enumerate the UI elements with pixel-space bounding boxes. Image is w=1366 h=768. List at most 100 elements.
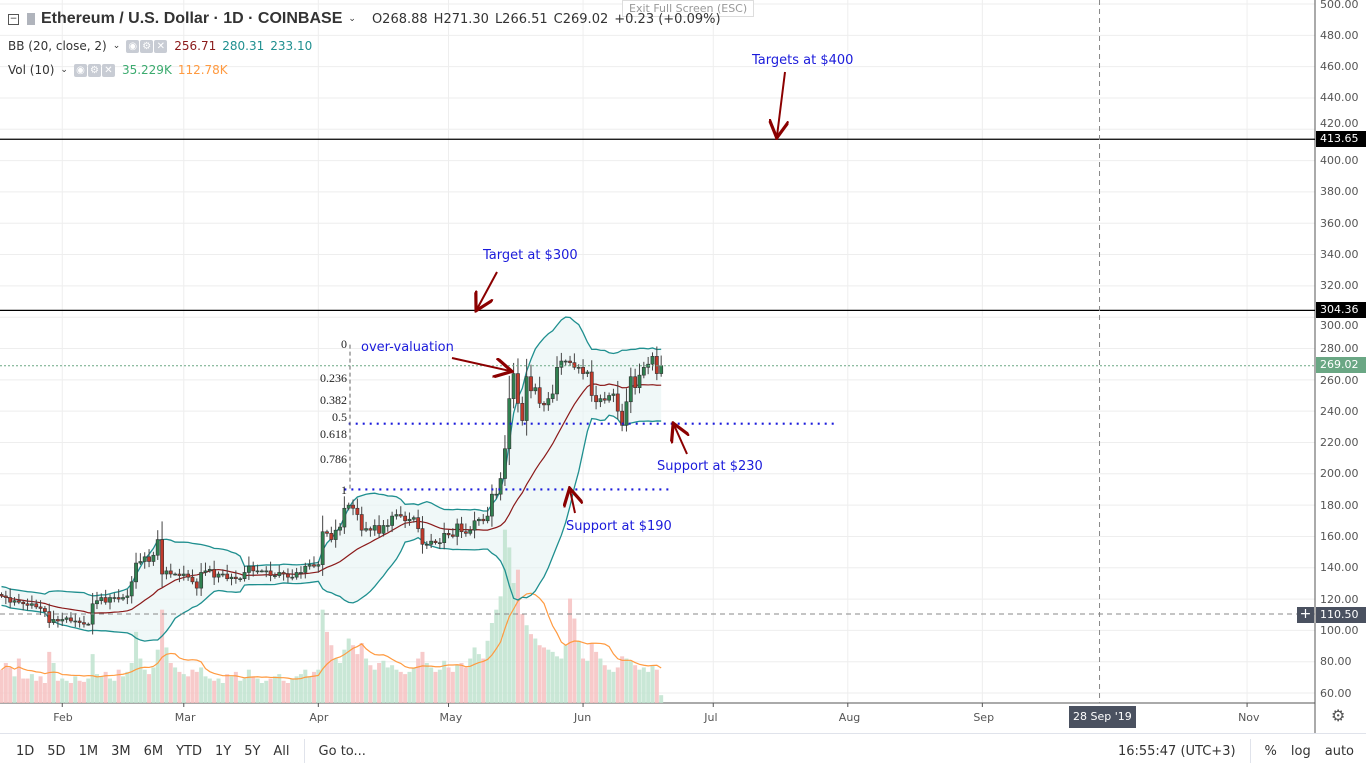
close-icon[interactable]: ✕ (154, 40, 168, 53)
settings-gear-icon[interactable]: ⚙ (1331, 706, 1346, 725)
volume-bar (520, 614, 525, 703)
eye-icon[interactable]: ◉ (126, 40, 140, 53)
volume-bar (329, 645, 334, 703)
volume-bar (511, 583, 516, 703)
candle-body (659, 365, 664, 374)
volume-bar (29, 674, 34, 703)
candle-body (29, 603, 34, 606)
gear-icon[interactable]: ⚙ (140, 40, 154, 53)
volume-bar (103, 671, 108, 703)
volume-bar (450, 671, 455, 703)
price-tick: 220.00 (1320, 435, 1359, 449)
candle-body (212, 569, 217, 578)
range-button-1m[interactable]: 1M (78, 743, 99, 759)
chevron-down-icon[interactable]: ⌄ (60, 64, 68, 75)
symbol-title[interactable]: Ethereum / U.S. Dollar · 1D · COINBASE (41, 10, 343, 27)
volume-bar (316, 669, 321, 703)
price-tick: 120.00 (1320, 592, 1359, 606)
price-tick: 280.00 (1320, 342, 1359, 356)
ohlc-open: O268.88 (371, 11, 428, 27)
range-button-6m[interactable]: 6M (143, 743, 164, 759)
volume-bar (346, 638, 351, 703)
volume-bar (628, 660, 633, 703)
range-button-1y[interactable]: 1Y (214, 743, 232, 759)
volume-bar (25, 678, 30, 703)
volume-bar (207, 678, 212, 703)
range-button-all[interactable]: All (273, 743, 290, 759)
volume-bar (368, 665, 373, 703)
close-icon[interactable]: ✕ (101, 64, 115, 77)
bb-upper: 280.31 (222, 38, 265, 53)
goto-button[interactable]: Go to... (318, 743, 366, 759)
price-chart[interactable] (0, 0, 1366, 733)
candle-body (524, 376, 529, 421)
log-toggle[interactable]: log (1290, 743, 1311, 759)
volume-bar (90, 654, 95, 703)
volume-bar (429, 667, 434, 703)
volume-bar (212, 680, 217, 703)
volume-bar (151, 667, 156, 703)
ohlc-change: +0.23 (+0.09%) (614, 11, 721, 27)
volume-bar (446, 667, 451, 703)
volume-bar (16, 658, 21, 703)
range-button-1d[interactable]: 1D (16, 743, 35, 759)
range-button-5y[interactable]: 5Y (244, 743, 261, 759)
range-button-3m[interactable]: 3M (111, 743, 131, 759)
collapse-icon[interactable]: − (8, 13, 19, 25)
annotation-targets-400: Targets at $400 (752, 53, 854, 68)
volume-bar (285, 683, 290, 703)
volume-bar (515, 569, 520, 703)
candle-body (12, 600, 17, 603)
exit-fullscreen-button[interactable]: Exit Full Screen (ESC) (622, 0, 755, 17)
candle-body (142, 556, 147, 562)
price-tick: 500.00 (1320, 0, 1359, 11)
chevron-down-icon[interactable]: ⌄ (348, 14, 356, 24)
price-tick: 400.00 (1320, 154, 1359, 168)
volume-bar (581, 658, 586, 703)
volume-bar (325, 631, 329, 703)
volume-bar (442, 660, 447, 703)
candle-body (299, 572, 303, 574)
volume-bar (468, 658, 473, 703)
price-tick: 60.00 (1320, 686, 1352, 700)
vol-value: 35.229K (121, 62, 172, 77)
eye-icon[interactable]: ◉ (73, 64, 87, 77)
candle-body (437, 542, 442, 545)
percent-toggle[interactable]: % (1264, 743, 1277, 759)
volume-bar (372, 669, 377, 703)
volume-bar (129, 663, 134, 703)
annotation-arrow (451, 357, 510, 371)
auto-toggle[interactable]: auto (1324, 743, 1354, 759)
annotation-over-valuation: over-valuation (361, 340, 454, 355)
candle-body (116, 597, 121, 600)
candle-body (377, 525, 381, 534)
range-button-5d[interactable]: 5D (47, 743, 66, 759)
candle-body (86, 623, 91, 626)
candle-body (650, 356, 655, 365)
gear-icon[interactable]: ⚙ (87, 64, 101, 77)
volume-bar (177, 671, 182, 703)
volume-bar (38, 676, 43, 703)
candle-body (455, 523, 460, 537)
volume-bar (602, 665, 607, 703)
candle-body (73, 620, 78, 623)
volume-bar (142, 669, 147, 703)
candle-body (8, 597, 13, 603)
bb-label[interactable]: BB (20, close, 2) (8, 38, 107, 53)
range-button-ytd[interactable]: YTD (176, 743, 202, 759)
volume-bar (589, 643, 594, 703)
vol-label[interactable]: Vol (10) (8, 62, 55, 77)
volume-bar (77, 680, 82, 703)
price-tick: 440.00 (1320, 91, 1359, 105)
volume-bar (60, 678, 65, 703)
price-tick: 140.00 (1320, 561, 1359, 575)
candle-body (51, 619, 56, 623)
candle-body (390, 515, 395, 526)
candle-body (607, 395, 612, 401)
month-label: Jul (704, 711, 718, 724)
add-crosshair-button[interactable]: + (1297, 607, 1314, 623)
chevron-down-icon[interactable]: ⌄ (112, 40, 121, 51)
volume-bar (416, 658, 421, 703)
volume-bar (47, 651, 52, 703)
price-tick: 260.00 (1320, 374, 1359, 387)
